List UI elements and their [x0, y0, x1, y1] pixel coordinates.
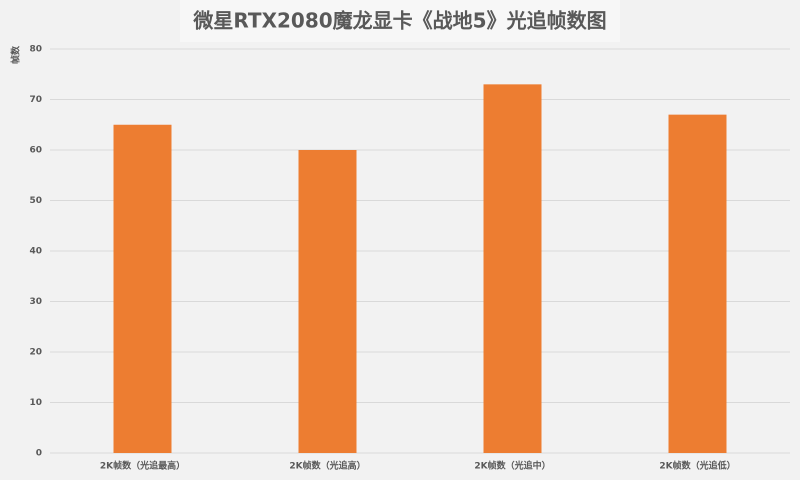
- y-tick-label: 30: [29, 297, 42, 307]
- chart-title: 微星RTX2080魔龙显卡《战地5》光追帧数图: [192, 9, 606, 33]
- bar: [298, 150, 357, 453]
- y-tick-label: 70: [29, 95, 42, 105]
- y-tick-label: 80: [29, 45, 42, 55]
- y-tick-label: 50: [29, 196, 42, 206]
- x-tick-label: 2K帧数（光追低）: [659, 460, 735, 472]
- bar: [113, 124, 172, 453]
- y-tick-label: 0: [36, 449, 42, 459]
- x-tick-label: 2K帧数（光追中）: [474, 460, 550, 472]
- bar: [668, 114, 727, 454]
- y-tick-label: 20: [29, 348, 42, 358]
- x-tick-label: 2K帧数（光追最高）: [100, 460, 185, 472]
- x-tick-label: 2K帧数（光追高）: [289, 460, 365, 472]
- title-background: [180, 0, 620, 42]
- y-tick-label: 40: [29, 247, 42, 257]
- y-axis-label: 帧数: [10, 45, 22, 64]
- bar: [483, 84, 542, 453]
- y-tick-label: 10: [29, 398, 42, 408]
- y-tick-label: 60: [29, 146, 42, 156]
